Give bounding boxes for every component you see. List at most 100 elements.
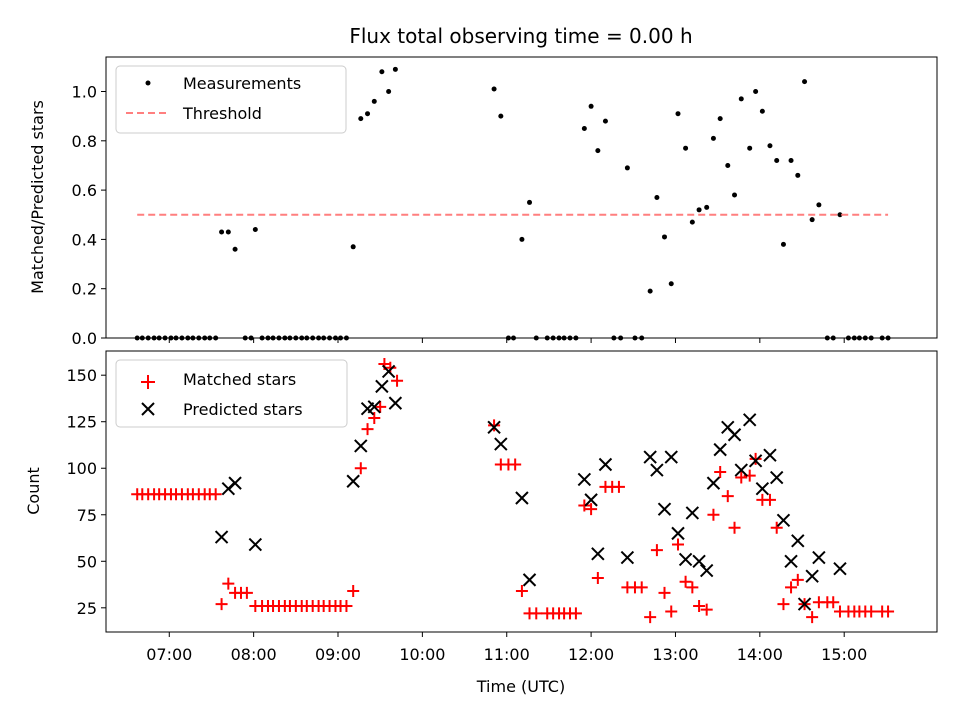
measurements-point [134,335,140,341]
matched-stars-point [515,585,528,598]
legend-marker-matched [141,375,155,389]
predicted-stars-point [833,562,847,576]
matched-stars-point [693,599,706,612]
matched-stars-point [658,586,671,599]
matched-stars-point [644,611,657,624]
matched-stars-point [591,572,604,585]
measurements-point [830,335,836,341]
measurements-point [343,335,349,341]
measurements-point [386,89,392,95]
x-tick-label: 14:00 [737,645,783,664]
matched-stars-point [714,465,727,478]
count-axes-frame [105,350,938,633]
matched-stars-point [721,490,734,503]
count-y-tick-label: 25 [77,599,97,618]
ratio-y-tick-label: 0.8 [72,132,97,151]
predicted-stars-point [776,513,791,528]
measurements-point [287,335,293,341]
predicted-stars-point [706,476,721,490]
ratio-y-tick-label: 0.0 [72,329,97,348]
x-tick-label: 08:00 [231,645,277,664]
measurements-point [299,335,305,341]
measurements-point [624,165,630,171]
matched-stars-point [735,471,748,484]
measurements-point [837,212,843,218]
measurements-point [802,79,808,85]
measurements-point [282,335,288,341]
measurements-point [710,135,716,141]
ratio-y-ticks: 0.0 0.2 0.4 0.6 0.8 1.0 [72,83,106,348]
measurements-point [717,116,723,122]
measurements-point [696,207,702,213]
matched-stars-point [785,581,798,594]
measurements-point [321,335,327,341]
predicted-stars-point [248,537,263,552]
count-y-tick-label: 150 [66,366,97,385]
count-x-ticks: 07:00 08:00 09:00 10:00 11:00 12:00 13:00 14:00… [146,632,867,664]
count-marks [131,358,895,624]
legend-label-predicted: Predicted stars [183,400,303,419]
measurements-point [856,335,862,341]
ratio-axes-frame [105,56,938,339]
predicted-stars-point [214,530,229,544]
count-legend: Matched stars Predicted stars [115,359,348,428]
predicted-stars-point [685,506,700,520]
ratio-marks [134,66,891,341]
measurements-point [654,195,660,200]
x-tick-label: 09:00 [315,645,361,664]
measurements-point [809,217,815,223]
measurements-point [232,246,238,252]
measurements-point [533,335,539,341]
predicted-stars-point [664,450,678,464]
matched-stars-point [347,585,360,598]
matched-stars-point [650,544,663,557]
measurements-point [316,335,322,341]
measurements-point [647,288,653,294]
measurements-point [190,335,196,341]
measurements-point [491,86,497,92]
count-y-tick-label: 75 [77,506,97,525]
measurements-point [276,335,282,341]
measurements-point [618,335,624,341]
matched-stars-point [391,374,404,387]
measurements-point [661,234,667,240]
predicted-stars-point [591,547,605,561]
measurements-point [795,172,801,178]
measurements-point [145,335,151,341]
matched-stars-point [509,458,522,471]
matched-stars-point [700,603,713,616]
measurements-point [196,335,202,341]
matched-stars-point [777,598,790,611]
count-y-tick-label: 100 [66,459,97,478]
matched-stars-point [569,607,582,620]
measurements-point [725,162,731,168]
measurements-point [704,204,710,210]
predicted-stars-point [769,470,784,485]
measurements-point [213,335,219,341]
measurements-point [879,335,885,341]
measurements-point [632,335,638,341]
measurements-point [173,335,179,341]
predicted-stars-point [784,554,798,568]
measurements-point [780,241,786,247]
predicted-stars-point [487,420,501,435]
measurements-point [738,96,744,102]
measurements-point [668,281,674,287]
chart-title: Flux total observing time = 0.00 h [349,24,692,48]
measurements-point [219,229,225,235]
predicted-stars-point [577,472,592,487]
predicted-stars-point [522,573,537,587]
matched-stars-point [209,488,222,501]
count-y-ticks: 25 50 75 100 125 150 [66,366,106,618]
predicted-stars-point [388,396,403,410]
matched-stars-point [578,499,591,512]
measurements-point [527,199,533,205]
measurements-point [350,244,356,250]
measurements-point [816,202,822,208]
predicted-stars-point [727,428,742,442]
measurements-point [207,335,213,341]
predicted-stars-point [367,400,381,414]
measurements-point [151,335,157,341]
measurements-point [561,335,567,341]
